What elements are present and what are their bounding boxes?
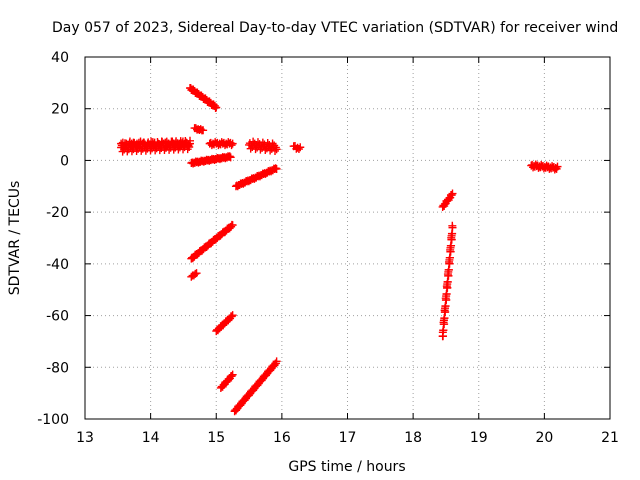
series-arc-d [190, 124, 208, 135]
data-point [271, 146, 280, 155]
y-axis-label: SDTVAR / TECUs [7, 181, 23, 296]
y-tick-label: -20 [46, 205, 69, 221]
y-tick-label: -100 [37, 412, 69, 428]
data-point [551, 164, 560, 173]
data-point [553, 162, 562, 171]
data-point [296, 143, 305, 152]
data-point [272, 145, 281, 154]
data-point [271, 164, 280, 173]
y-tick-label: 40 [51, 50, 69, 66]
series-arc-c [186, 84, 221, 112]
chart-title: Day 057 of 2023, Sidereal Day-to-day VTE… [52, 20, 618, 36]
x-tick-label: 21 [601, 430, 619, 446]
y-tick-label: -40 [46, 257, 69, 273]
data-point [227, 372, 236, 381]
data-point [228, 139, 237, 148]
series-arc-q [527, 160, 562, 174]
data-point [228, 370, 237, 379]
series-arc-j [187, 220, 237, 263]
data-marks [117, 84, 562, 416]
data-point [228, 311, 237, 320]
series-arc-e [187, 152, 235, 168]
data-point [227, 222, 236, 231]
data-point [185, 143, 194, 152]
x-tick-label: 19 [470, 430, 488, 446]
data-point [272, 164, 281, 173]
series-arc-p [438, 221, 457, 341]
x-tick-label: 20 [535, 430, 553, 446]
data-point [294, 145, 303, 154]
x-axis-ticks: 13 14 15 16 17 18 19 20 21 [76, 57, 619, 446]
data-point [448, 189, 457, 198]
grid-lines [85, 57, 610, 419]
data-point [192, 269, 201, 278]
x-tick-label: 15 [207, 430, 225, 446]
data-point [199, 126, 208, 135]
data-point [272, 357, 281, 366]
y-tick-label: 20 [51, 102, 69, 118]
series-arc-n [230, 357, 281, 416]
y-tick-label: -60 [46, 309, 69, 325]
series-arc-i [231, 164, 281, 191]
x-axis-label: GPS time / hours [288, 459, 405, 475]
data-point [186, 139, 194, 148]
data-point [448, 223, 457, 232]
data-point [271, 143, 280, 152]
series-arc-m [216, 370, 237, 392]
series-arc-k [187, 269, 201, 281]
x-tick-label: 18 [404, 430, 422, 446]
series-arc-h [289, 141, 305, 154]
x-tick-label: 17 [339, 430, 357, 446]
series-arc-g [245, 137, 281, 155]
data-point [227, 141, 236, 150]
data-point [226, 153, 235, 162]
data-point [227, 312, 236, 321]
y-axis-ticks: 40 20 0 -20 -40 -60 -80 -100 [37, 50, 610, 428]
x-tick-label: 14 [142, 430, 160, 446]
data-point [228, 221, 237, 230]
y-tick-label: 0 [60, 153, 69, 169]
series-arc-o [438, 189, 457, 211]
y-tick-label: -80 [46, 360, 69, 376]
series-arc-b [117, 137, 194, 150]
data-point [225, 152, 234, 161]
data-point [191, 269, 200, 278]
x-tick-label: 16 [273, 430, 291, 446]
data-point [447, 191, 456, 200]
series-arc-l [212, 311, 237, 336]
x-tick-label: 13 [76, 430, 94, 446]
series-arc-f [205, 138, 237, 150]
data-point [212, 103, 221, 112]
